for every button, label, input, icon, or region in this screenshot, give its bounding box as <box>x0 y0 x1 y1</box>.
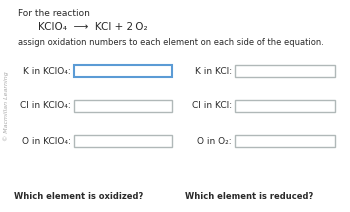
Bar <box>235 100 335 112</box>
Bar <box>235 135 335 147</box>
Bar <box>235 65 335 77</box>
Text: K in KCl:: K in KCl: <box>195 67 232 75</box>
Text: Which element is reduced?: Which element is reduced? <box>185 192 313 201</box>
Text: Which element is oxidized?: Which element is oxidized? <box>14 192 143 201</box>
Text: Cl in KCl:: Cl in KCl: <box>192 102 232 110</box>
Text: © Macmillan Learning: © Macmillan Learning <box>3 71 9 141</box>
Text: For the reaction: For the reaction <box>18 9 90 18</box>
Bar <box>74 135 172 147</box>
Text: KClO₄  ⟶  KCl + 2 O₂: KClO₄ ⟶ KCl + 2 O₂ <box>38 22 148 32</box>
Bar <box>74 65 172 77</box>
Text: assign oxidation numbers to each element on each side of the equation.: assign oxidation numbers to each element… <box>18 38 324 47</box>
Text: Cl in KClO₄:: Cl in KClO₄: <box>20 102 71 110</box>
Text: K in KClO₄:: K in KClO₄: <box>23 67 71 75</box>
Text: O in O₂:: O in O₂: <box>197 137 232 145</box>
Bar <box>74 100 172 112</box>
Text: O in KClO₄:: O in KClO₄: <box>22 137 71 145</box>
